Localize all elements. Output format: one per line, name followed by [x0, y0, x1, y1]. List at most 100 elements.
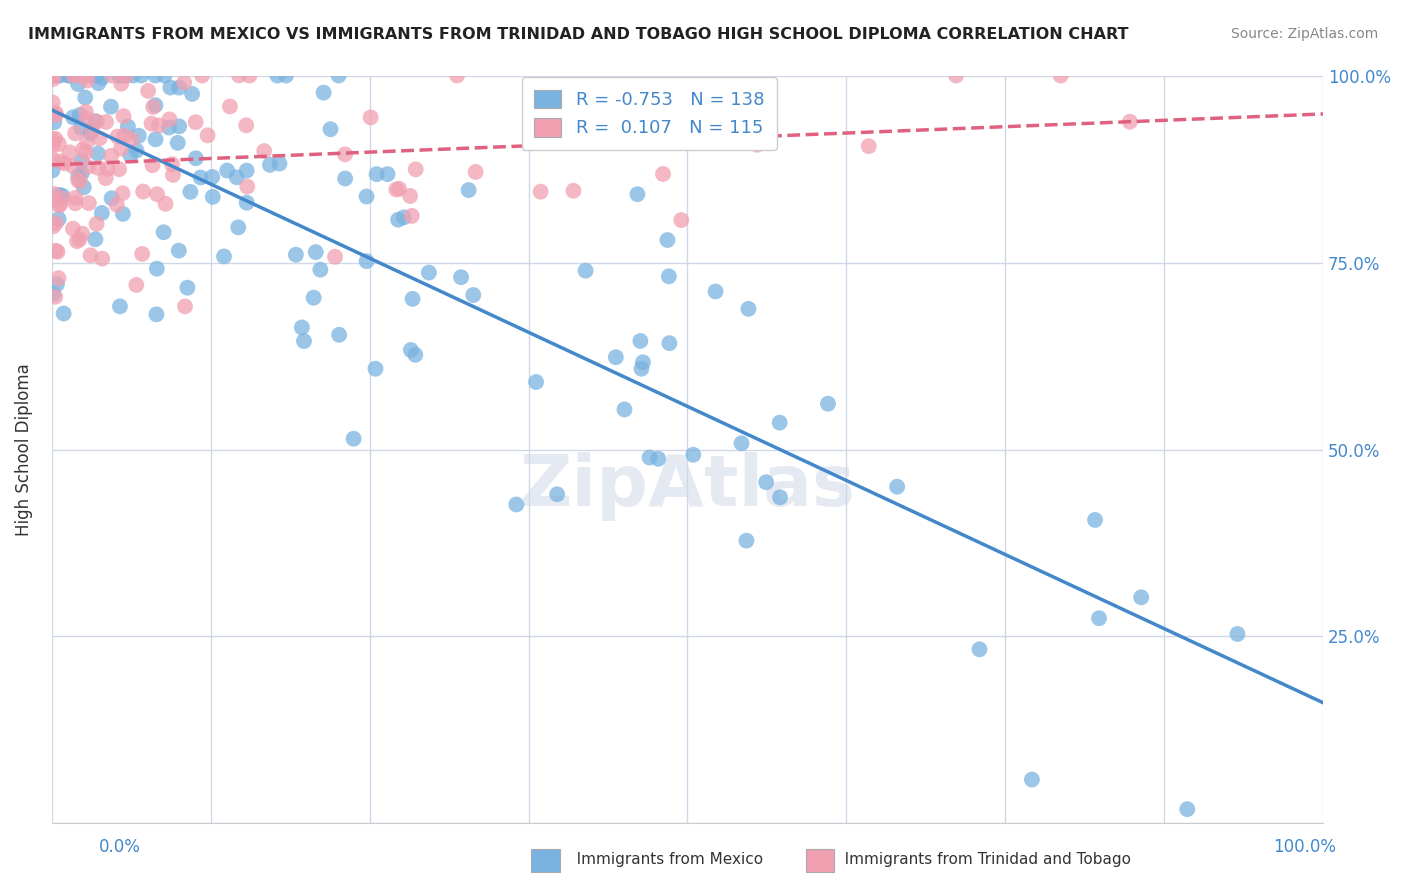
- Point: [657, 233, 679, 247]
- Point: [115, 69, 138, 83]
- Point: [236, 179, 259, 194]
- Point: [167, 244, 190, 258]
- Point: [181, 87, 204, 101]
- Point: [79, 248, 101, 262]
- Point: [62, 159, 84, 173]
- Point: [42, 72, 65, 87]
- Point: [51, 189, 73, 203]
- Point: [401, 292, 423, 306]
- Point: [86, 69, 108, 83]
- Point: [385, 182, 408, 196]
- Point: [87, 146, 110, 161]
- Point: [225, 170, 247, 185]
- Point: [146, 187, 169, 202]
- Point: [621, 129, 644, 144]
- Point: [70, 154, 93, 169]
- Point: [100, 149, 122, 163]
- Point: [56, 69, 79, 83]
- Point: [48, 271, 70, 285]
- Point: [238, 69, 260, 83]
- Point: [167, 80, 190, 95]
- Point: [75, 90, 97, 104]
- Point: [90, 206, 112, 220]
- Point: [191, 69, 214, 83]
- Point: [86, 217, 108, 231]
- Point: [45, 277, 67, 292]
- Point: [343, 432, 366, 446]
- Point: [112, 109, 135, 123]
- Point: [201, 190, 224, 204]
- Point: [159, 112, 181, 127]
- Point: [73, 180, 96, 194]
- Point: [730, 436, 752, 450]
- Point: [58, 145, 80, 160]
- Point: [100, 191, 122, 205]
- Point: [574, 263, 596, 277]
- Point: [66, 173, 89, 187]
- Point: [132, 185, 155, 199]
- Point: [76, 73, 98, 87]
- Point: [131, 247, 153, 261]
- Point: [309, 262, 332, 277]
- Point: [84, 114, 107, 128]
- Point: [292, 334, 315, 348]
- Point: [63, 196, 86, 211]
- Point: [44, 115, 66, 129]
- Point: [505, 498, 527, 512]
- Point: [41, 132, 63, 146]
- Point: [1119, 114, 1142, 128]
- Point: [141, 158, 163, 172]
- Point: [399, 189, 422, 203]
- Point: [111, 207, 134, 221]
- Point: [110, 77, 132, 91]
- Point: [226, 220, 249, 235]
- Point: [388, 182, 411, 196]
- Point: [269, 156, 291, 170]
- Point: [125, 144, 148, 158]
- Point: [58, 69, 80, 83]
- Point: [658, 269, 681, 284]
- Point: [446, 69, 468, 83]
- Text: Source: ZipAtlas.com: Source: ZipAtlas.com: [1230, 27, 1378, 41]
- Point: [579, 104, 602, 119]
- Text: 0.0%: 0.0%: [98, 838, 141, 856]
- Point: [1084, 513, 1107, 527]
- Point: [107, 129, 129, 144]
- Point: [735, 533, 758, 548]
- Point: [190, 170, 212, 185]
- Point: [101, 69, 124, 83]
- Point: [464, 165, 486, 179]
- Point: [628, 334, 651, 348]
- Point: [583, 104, 606, 119]
- Text: ZipAtlas: ZipAtlas: [519, 452, 855, 522]
- Point: [160, 157, 183, 171]
- Point: [769, 491, 792, 505]
- Point: [145, 98, 167, 112]
- Point: [110, 142, 132, 156]
- Point: [626, 187, 648, 202]
- Point: [79, 126, 101, 140]
- Point: [274, 69, 297, 83]
- Point: [67, 69, 90, 83]
- Point: [364, 361, 387, 376]
- Point: [94, 115, 117, 129]
- Point: [148, 119, 170, 133]
- Point: [302, 291, 325, 305]
- Point: [360, 111, 382, 125]
- Point: [41, 69, 63, 83]
- Point: [42, 193, 65, 207]
- Point: [121, 132, 143, 146]
- Point: [48, 136, 70, 151]
- Point: [91, 252, 114, 266]
- Point: [157, 120, 180, 135]
- Point: [228, 69, 250, 83]
- Point: [197, 128, 219, 143]
- Point: [1175, 802, 1198, 816]
- Point: [174, 299, 197, 313]
- Point: [62, 69, 84, 83]
- Point: [463, 288, 485, 302]
- Point: [125, 277, 148, 292]
- Point: [82, 123, 104, 137]
- Point: [333, 147, 356, 161]
- Point: [66, 234, 89, 248]
